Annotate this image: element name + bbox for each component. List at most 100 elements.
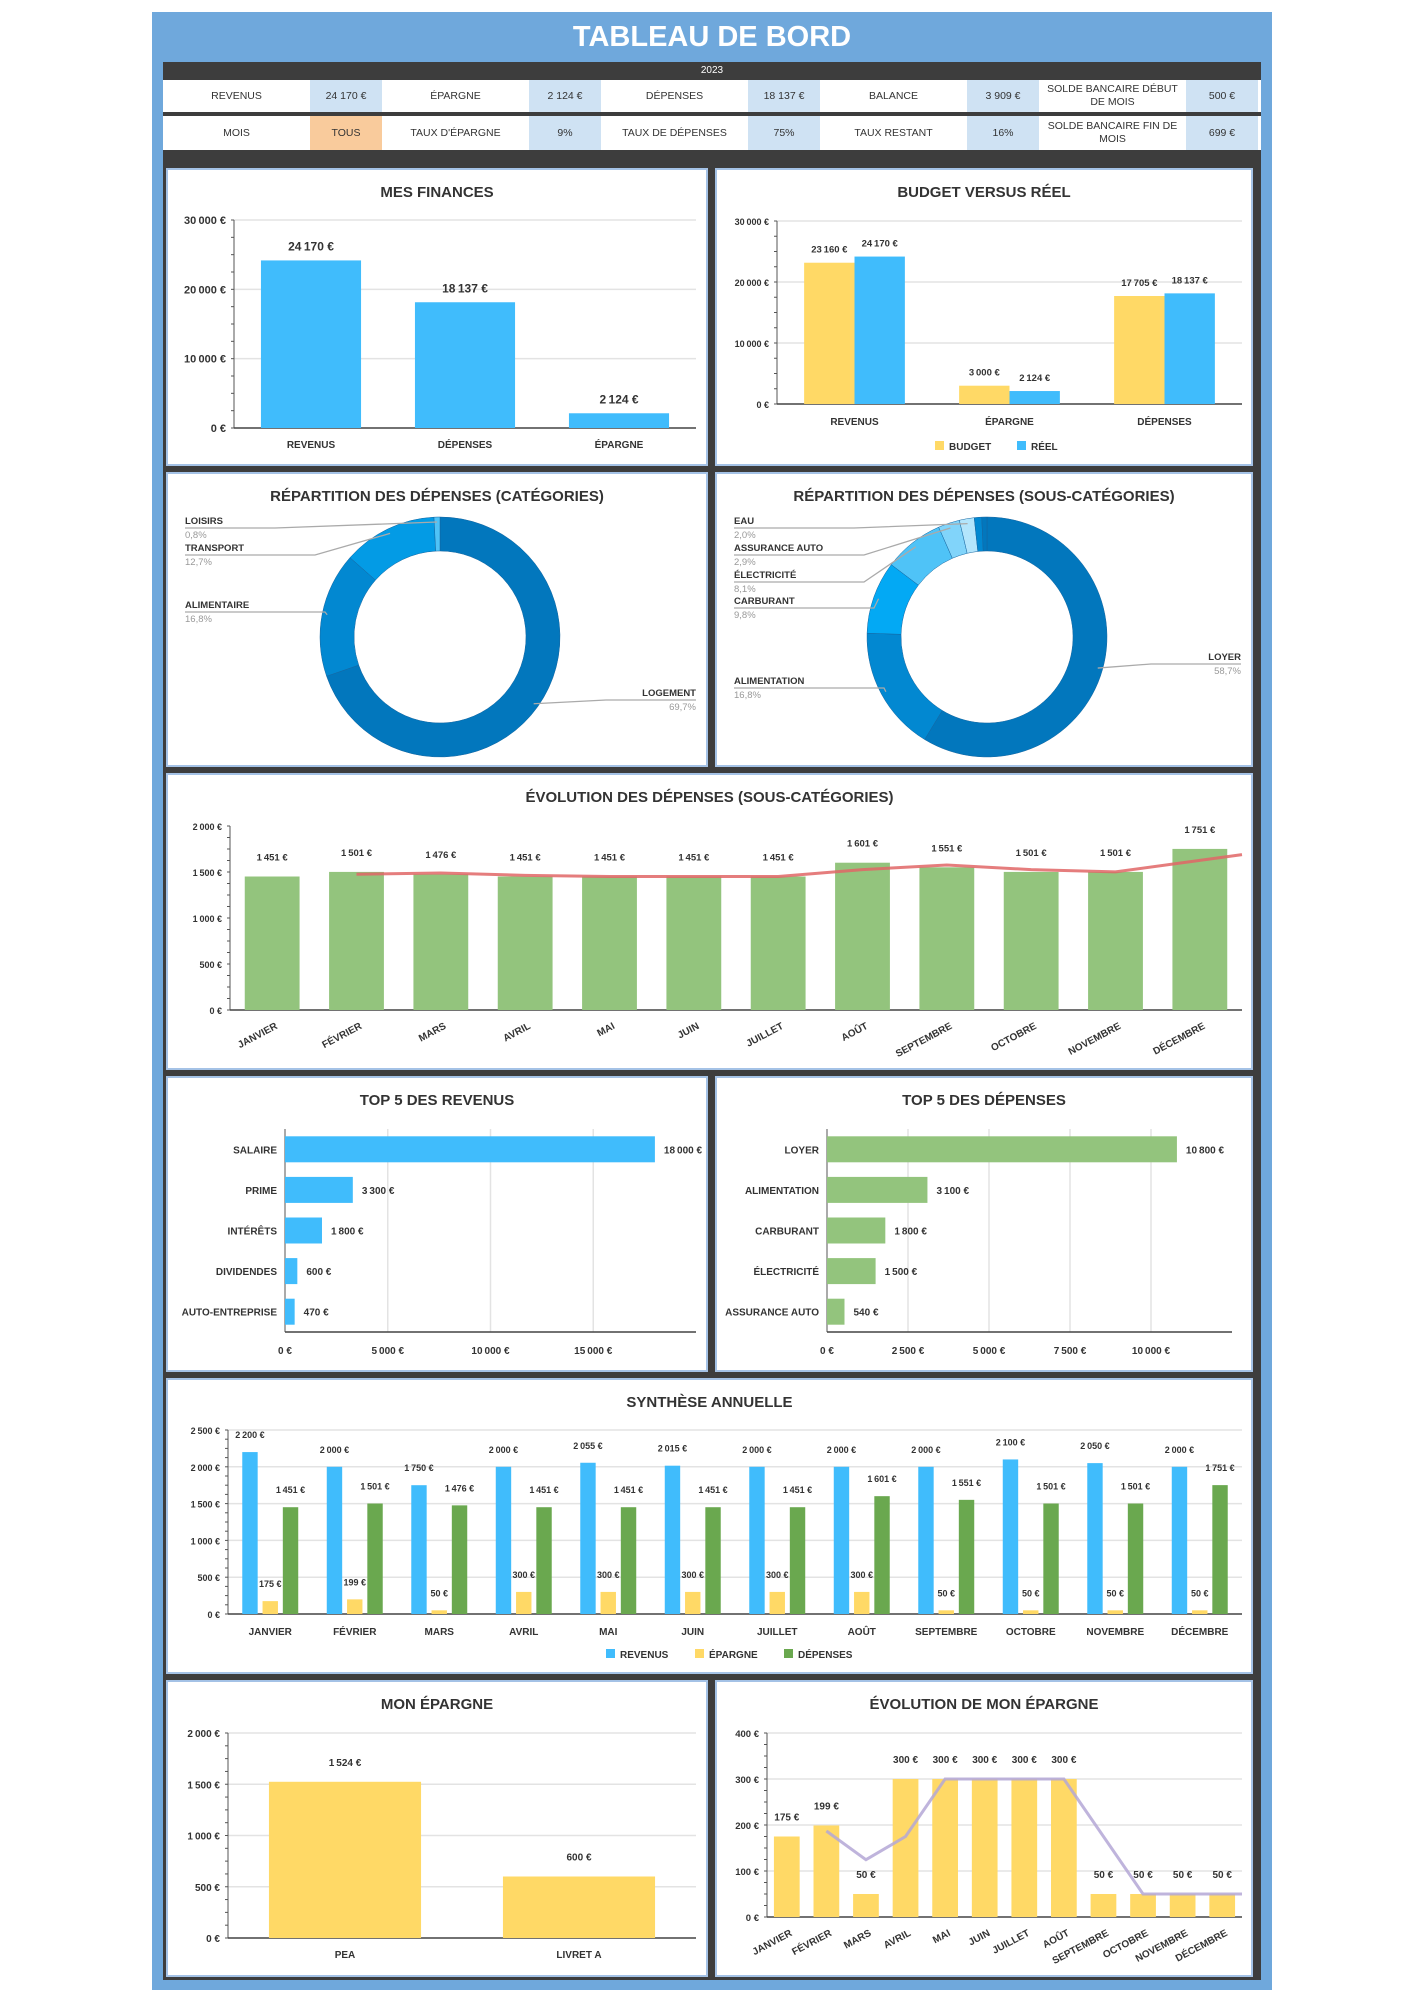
bar xyxy=(813,1825,840,1917)
kpi-value: 3 909 € xyxy=(967,80,1039,112)
x-tick-label: REVENUS xyxy=(287,440,336,451)
x-tick-label: MARS xyxy=(425,1627,455,1638)
x-tick-label: FÉVRIER xyxy=(333,1625,377,1638)
x-tick-label: AVRIL xyxy=(509,1627,538,1638)
data-label: 2 000 € xyxy=(742,1445,771,1455)
x-tick-label: REVENUS xyxy=(830,417,879,428)
bar xyxy=(932,1779,958,1917)
data-label: 17 705 € xyxy=(1121,278,1158,289)
bar xyxy=(685,1591,701,1614)
legend-swatch xyxy=(1017,441,1026,450)
data-label: 50 € xyxy=(1106,1588,1124,1598)
y-tick-label: 0 € xyxy=(746,1913,760,1924)
data-label: 1 451 € xyxy=(763,853,795,864)
y-tick-label: 1 000 € xyxy=(187,1832,220,1843)
data-label: 2 050 € xyxy=(1080,1441,1109,1451)
data-label: 24 170 € xyxy=(862,239,899,250)
bar xyxy=(804,262,855,404)
bar xyxy=(244,876,300,1010)
data-label: 2 100 € xyxy=(996,1437,1025,1447)
kpi-label: ÉPARGNE xyxy=(430,89,481,102)
bar xyxy=(1192,1610,1208,1614)
data-label: 18 000 € xyxy=(664,1145,703,1156)
y-tick-label: 0 € xyxy=(207,1610,220,1620)
y-tick-label: 200 € xyxy=(735,1821,759,1832)
kpi-value: 75% xyxy=(748,116,820,150)
data-label: 1 524 € xyxy=(329,1758,362,1769)
slice-label: LOYER xyxy=(1208,652,1241,663)
x-tick-label: 5 000 € xyxy=(973,1346,1006,1357)
y-tick-label: 30 000 € xyxy=(735,217,769,227)
data-label: 1 501 € xyxy=(1121,1482,1150,1492)
donut-slice xyxy=(433,516,441,552)
slice-label: CARBURANT xyxy=(734,596,795,607)
data-label: 1 751 € xyxy=(1184,825,1216,836)
bar xyxy=(1212,1485,1228,1614)
year-label: 2023 xyxy=(700,65,724,76)
kpi-label: BALANCE xyxy=(868,89,919,102)
chart-cat: LOGEMENT 69,7% ALIMENTAIRE 16,8% TRANSPORT 12… xyxy=(185,516,697,758)
month-selector[interactable]: TOUS xyxy=(310,116,382,150)
bar xyxy=(1114,295,1165,404)
slice-percent: 0,8% xyxy=(185,530,207,541)
bar xyxy=(938,1610,954,1614)
y-tick-label: 0 € xyxy=(211,423,226,435)
x-tick-label: MAI xyxy=(599,1627,618,1638)
data-label: 1 501 € xyxy=(1016,848,1048,859)
data-label: 2 000 € xyxy=(320,1445,349,1455)
slice-label: ÉLECTRICITÉ xyxy=(734,570,796,581)
data-label: 1 451 € xyxy=(698,1485,727,1495)
chart-panel-synth: 0 € 500 € 1 000 € 1 500 € 2 000 € 2 500 € 2 20… xyxy=(166,1378,1253,1674)
x-tick-label: NOVEMBRE xyxy=(1086,1627,1144,1638)
x-tick-label: SEPTEMBRE xyxy=(915,1627,978,1638)
bar xyxy=(285,1217,322,1244)
x-tick-label: SEPTEMBRE xyxy=(894,1021,954,1060)
data-label: 1 451 € xyxy=(257,853,289,864)
data-label: 2 200 € xyxy=(235,1430,264,1440)
bar xyxy=(749,1466,765,1614)
x-tick-label: ÉPARGNE xyxy=(595,438,644,451)
legend-swatch xyxy=(606,1649,615,1658)
bar xyxy=(568,413,670,428)
kpi-value: 500 € xyxy=(1186,80,1258,112)
slice-percent: 2,9% xyxy=(734,557,756,568)
bar xyxy=(1003,871,1059,1010)
y-tick-label: 2 000 € xyxy=(187,1729,220,1740)
bar xyxy=(874,1496,890,1614)
data-label: 50 € xyxy=(430,1588,448,1598)
data-label: 3 000 € xyxy=(969,368,1001,379)
data-label: 18 137 € xyxy=(442,281,488,295)
data-label: 470 € xyxy=(304,1308,329,1319)
x-tick-label: JANVIER xyxy=(236,1021,280,1051)
chart-title: ÉVOLUTION DE MON ÉPARGNE xyxy=(869,1696,1099,1713)
data-label: 2 015 € xyxy=(658,1444,687,1454)
y-tick-label: 2 500 € xyxy=(191,1426,220,1436)
kpi-value: 9% xyxy=(529,116,601,150)
x-tick-label: MARS xyxy=(842,1928,873,1952)
data-label: 2 000 € xyxy=(489,1445,518,1455)
bar xyxy=(1011,1779,1038,1917)
data-label: 2 000 € xyxy=(1165,1445,1194,1455)
data-label: 300 € xyxy=(681,1570,704,1580)
y-tick-label: 2 000 € xyxy=(193,822,222,832)
y-tick-label: 30 000 € xyxy=(184,215,226,227)
bar xyxy=(827,1298,845,1325)
data-label: 199 € xyxy=(814,1801,839,1812)
data-label: 3 100 € xyxy=(936,1186,969,1197)
legend-label: RÉEL xyxy=(1031,440,1058,453)
bar xyxy=(516,1591,532,1614)
bar xyxy=(1090,1894,1117,1917)
y-tick-label: 10 000 € xyxy=(735,339,769,349)
data-label: 1 800 € xyxy=(331,1227,364,1238)
bar xyxy=(582,876,637,1010)
data-label: 600 € xyxy=(566,1853,591,1864)
bar xyxy=(285,1136,655,1163)
y-tick-label: 1 500 € xyxy=(187,1780,220,1791)
data-label: 50 € xyxy=(856,1870,876,1881)
x-tick-label: 10 000 € xyxy=(471,1346,510,1357)
data-label: 50 € xyxy=(1191,1588,1209,1598)
bar xyxy=(413,874,469,1010)
data-label: 199 € xyxy=(343,1577,366,1587)
bar xyxy=(854,256,905,404)
x-tick-label: 0 € xyxy=(820,1346,834,1357)
